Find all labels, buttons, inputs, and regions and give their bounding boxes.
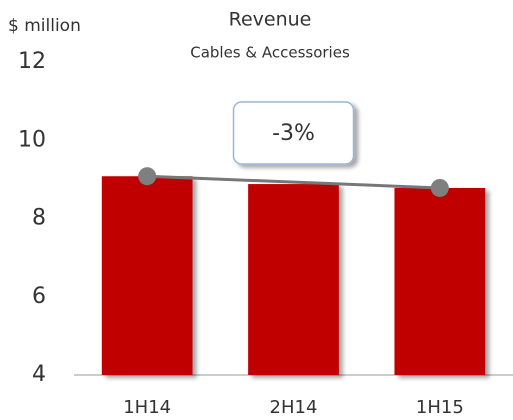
y-tick-label: 6	[32, 284, 46, 309]
x-tick-label: 1H15	[416, 397, 464, 418]
trend-line	[147, 174, 440, 190]
trend-marker	[430, 178, 449, 197]
x-tick-label: 1H14	[123, 397, 171, 418]
trend-marker	[138, 167, 157, 186]
bar	[248, 184, 339, 375]
y-tick-label: 4	[32, 362, 46, 387]
chart-title: Revenue	[229, 9, 312, 31]
y-tick-label: 12	[18, 49, 46, 74]
y-tick-label: 8	[32, 206, 46, 231]
chart-subtitle: Cables & Accessories	[190, 44, 350, 62]
bar	[394, 187, 486, 375]
y-tick-label: 10	[18, 127, 46, 152]
x-tick-label: 2H14	[270, 397, 318, 418]
bar	[101, 176, 193, 375]
y-axis-label: $ million	[8, 16, 81, 36]
annotation: -3%	[272, 121, 315, 146]
annotation-box	[232, 101, 355, 165]
